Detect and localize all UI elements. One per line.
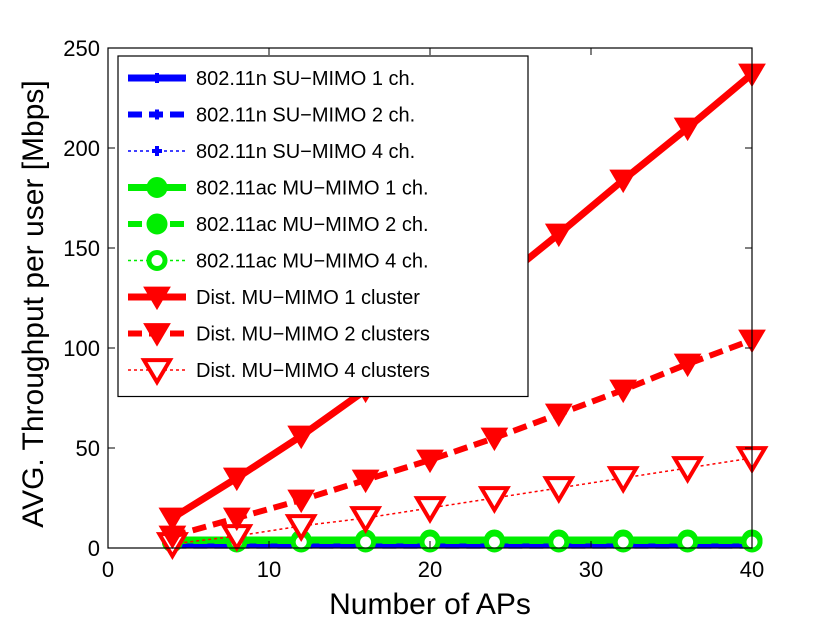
legend-label: 802.11n SU−MIMO 4 ch. <box>196 141 415 163</box>
x-tick-label: 40 <box>740 557 764 582</box>
series-line <box>171 337 754 539</box>
y-axis-title: AVG. Throughput per user [Mbps] <box>17 80 50 527</box>
legend-marker <box>152 109 162 120</box>
data-point <box>483 531 505 553</box>
legend-label: 802.11n SU−MIMO 2 ch. <box>196 105 415 127</box>
data-point <box>671 456 705 485</box>
data-point <box>222 507 251 532</box>
legend-entry: Dist. MU−MIMO 2 clusters <box>128 323 430 347</box>
y-tick-label: 50 <box>76 436 100 461</box>
series-layer <box>155 63 769 561</box>
data-point <box>544 223 573 248</box>
data-point <box>480 427 509 452</box>
legend-entry: 802.11ac MU−MIMO 1 ch. <box>128 177 429 200</box>
data-point <box>673 353 702 378</box>
data-point <box>416 449 444 474</box>
legend-marker <box>143 286 171 311</box>
y-tick-label: 150 <box>63 236 100 261</box>
legend-marker <box>146 250 168 271</box>
y-tick-label: 100 <box>63 336 100 361</box>
legend-box <box>117 55 529 398</box>
data-point <box>544 403 573 428</box>
x-axis-title: Number of APs <box>329 588 531 621</box>
legend-marker <box>143 323 171 347</box>
legend-marker <box>140 358 174 387</box>
axes: 0 10 20 30 40 0 50 100 150 200 250 <box>63 36 764 582</box>
legend-entry: Dist. MU−MIMO 1 cluster <box>128 286 420 311</box>
y-tick-label: 250 <box>63 36 100 61</box>
x-tick-label: 0 <box>102 557 114 582</box>
data-point <box>158 507 187 532</box>
data-point <box>284 514 318 543</box>
legend-label: Dist. MU−MIMO 2 clusters <box>196 324 430 346</box>
data-point <box>351 469 380 494</box>
data-point <box>548 531 570 553</box>
legend-label: Dist. MU−MIMO 4 clusters <box>196 360 430 382</box>
data-point <box>413 496 447 525</box>
data-point <box>673 117 702 142</box>
data-point <box>542 476 576 505</box>
legend-marker <box>146 177 168 198</box>
legend-label: 802.11n SU−MIMO 1 ch. <box>196 68 415 90</box>
legend-entry: 802.11n SU−MIMO 4 ch. <box>128 141 415 163</box>
legend-entry: 802.11ac MU−MIMO 2 ch. <box>128 213 429 236</box>
data-point <box>477 486 511 515</box>
legend-label: 802.11ac MU−MIMO 4 ch. <box>196 251 429 273</box>
legend-entry: Dist. MU−MIMO 4 clusters <box>128 358 430 387</box>
legend-entry: 802.11n SU−MIMO 1 ch. <box>128 68 415 90</box>
data-point <box>612 531 634 553</box>
data-point <box>609 379 638 404</box>
legend-label: 802.11ac MU−MIMO 2 ch. <box>196 214 429 236</box>
data-point <box>287 425 316 450</box>
legend-label: Dist. MU−MIMO 1 cluster <box>196 287 420 309</box>
legend-marker <box>152 73 162 83</box>
data-point <box>677 531 699 553</box>
y-tick-label: 200 <box>63 136 100 161</box>
legend-entry: 802.11n SU−MIMO 2 ch. <box>128 105 415 127</box>
legend-entry: 802.11ac MU−MIMO 4 ch. <box>128 250 429 273</box>
legend-marker <box>146 213 168 235</box>
data-point <box>222 467 251 492</box>
data-point <box>606 466 640 495</box>
x-tick-label: 10 <box>257 557 281 582</box>
y-tick-label: 0 <box>88 536 100 561</box>
x-tick-label: 20 <box>418 557 442 582</box>
x-tick-label: 30 <box>579 557 603 582</box>
data-point <box>609 169 638 194</box>
data-point <box>287 489 316 514</box>
legend-label: 802.11ac MU−MIMO 1 ch. <box>196 178 429 200</box>
series-line <box>172 457 753 545</box>
legend: 802.11n SU−MIMO 1 ch. 802.11n SU−MIMO 2 c… <box>117 55 529 398</box>
data-point <box>349 506 383 535</box>
legend-marker <box>152 146 162 156</box>
